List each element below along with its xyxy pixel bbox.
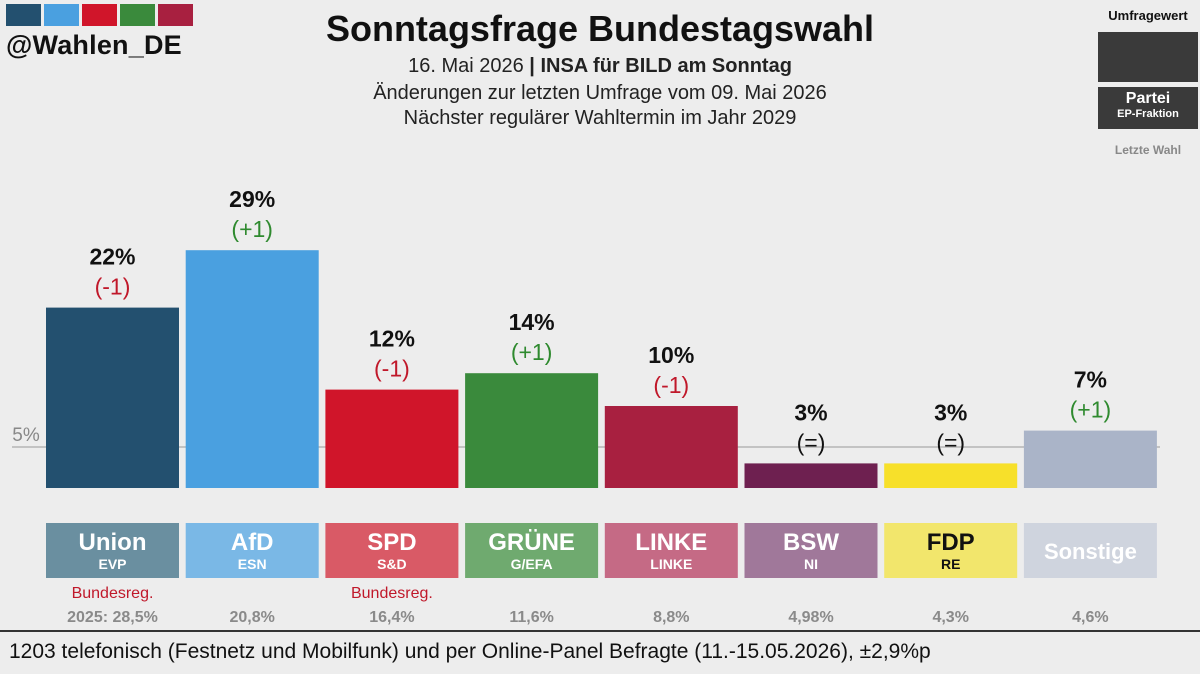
party-name-bsw: BSW (783, 529, 839, 556)
faction-linke: LINKE (650, 556, 692, 572)
chart-title: Sonntagsfrage Bundestagswahl (325, 8, 875, 49)
party-name-union: Union (79, 529, 147, 556)
footer-divider (0, 630, 1200, 632)
change-label-union: (-1) (95, 274, 131, 300)
bar-union (46, 307, 179, 488)
subtitle-date-pollster: 16. Mai 2026 | INSA für BILD am Sonntag (0, 55, 1200, 78)
party-box-sonstige (1023, 523, 1157, 578)
legend-party-box: Partei EP-Fraktion (1098, 87, 1198, 129)
change-label-bsw: (=) (797, 429, 826, 455)
faction-spd: S&D (377, 556, 407, 572)
value-label-linke: 10% (648, 342, 694, 368)
party-name-spd: SPD (367, 529, 416, 556)
last-election-union: 2025: 28,5% (67, 609, 158, 626)
last-election-bsw: 4,98% (788, 609, 833, 626)
faction-bsw: NI (804, 556, 818, 572)
subtitle-pollster: INSA für BILD am Sonntag (540, 55, 792, 77)
footer-methodology: 1203 telefonisch (Festnetz und Mobilfunk… (9, 640, 931, 663)
brand-color-1 (6, 4, 41, 26)
party-name-linke: LINKE (635, 529, 707, 556)
government-label-spd: Bundesreg. (351, 585, 433, 602)
bar-linke (604, 406, 738, 488)
party-name-sonstige: Sonstige (1044, 539, 1137, 564)
faction-grüne: G/EFA (511, 556, 553, 572)
brand-color-3 (82, 4, 117, 26)
change-label-grüne: (+1) (511, 339, 553, 365)
change-label-sonstige: (+1) (1070, 397, 1112, 423)
brand-color-5 (158, 4, 193, 26)
value-label-fdp: 3% (934, 399, 967, 425)
bar-fdp (884, 463, 1018, 488)
party-box-linke (604, 523, 738, 578)
change-label-afd: (+1) (231, 216, 273, 242)
faction-union: EVP (98, 556, 126, 572)
subtitle-changes: Änderungen zur letzten Umfrage vom 09. M… (373, 82, 827, 104)
party-name-afd: AfD (231, 529, 274, 556)
last-election-afd: 20,8% (230, 609, 275, 626)
party-box-afd (185, 523, 319, 578)
change-label-linke: (-1) (653, 372, 689, 398)
party-box-fdp (884, 523, 1018, 578)
party-name-grüne: GRÜNE (488, 529, 575, 556)
account-handle: @Wahlen_DE (6, 30, 182, 60)
legend-party-label: Partei (1125, 90, 1171, 107)
value-label-sonstige: 7% (1074, 367, 1107, 393)
legend-last-election-label: Letzte Wahl (1114, 143, 1182, 157)
government-label-union: Bundesreg. (72, 585, 154, 602)
value-label-union: 22% (89, 244, 135, 270)
subtitle-date: 16. Mai 2026 (408, 55, 524, 77)
value-label-bsw: 3% (794, 399, 827, 425)
party-box-grüne (465, 523, 599, 578)
last-election-linke: 8,8% (653, 609, 689, 626)
value-label-grüne: 14% (509, 309, 555, 335)
faction-fdp: RE (941, 556, 960, 572)
party-name-fdp: FDP (927, 529, 975, 556)
bar-grüne (465, 373, 599, 488)
bar-spd (325, 389, 459, 488)
subtitle-next-election: Nächster regulärer Wahltermin im Jahr 20… (403, 107, 797, 129)
party-box-spd (325, 523, 459, 578)
bar-afd (185, 250, 319, 488)
party-box-bsw (744, 523, 878, 578)
threshold-label: 5% (12, 425, 40, 446)
last-election-sonstige: 4,6% (1072, 609, 1108, 626)
bar-sonstige (1023, 430, 1157, 488)
bar-bsw (744, 463, 878, 488)
brand-color-4 (120, 4, 155, 26)
change-label-spd: (-1) (374, 356, 410, 382)
last-election-spd: 16,4% (369, 609, 414, 626)
brand-color-strip (6, 4, 193, 26)
last-election-grüne: 11,6% (509, 609, 553, 626)
value-label-afd: 29% (229, 186, 275, 212)
party-box-union (46, 523, 179, 578)
legend-faction-label: EP-Fraktion (1117, 108, 1179, 120)
change-label-fdp: (=) (936, 429, 965, 455)
brand-color-2 (44, 4, 79, 26)
faction-afd: ESN (238, 556, 267, 572)
last-election-fdp: 4,3% (932, 609, 968, 626)
value-label-spd: 12% (369, 326, 415, 352)
legend-value-label: Umfragewert (1108, 8, 1188, 23)
subtitle-separator: | (523, 55, 541, 77)
legend-value-box (1098, 32, 1198, 82)
legend: Umfragewert Partei EP-Fraktion Letzte Wa… (1098, 0, 1198, 157)
